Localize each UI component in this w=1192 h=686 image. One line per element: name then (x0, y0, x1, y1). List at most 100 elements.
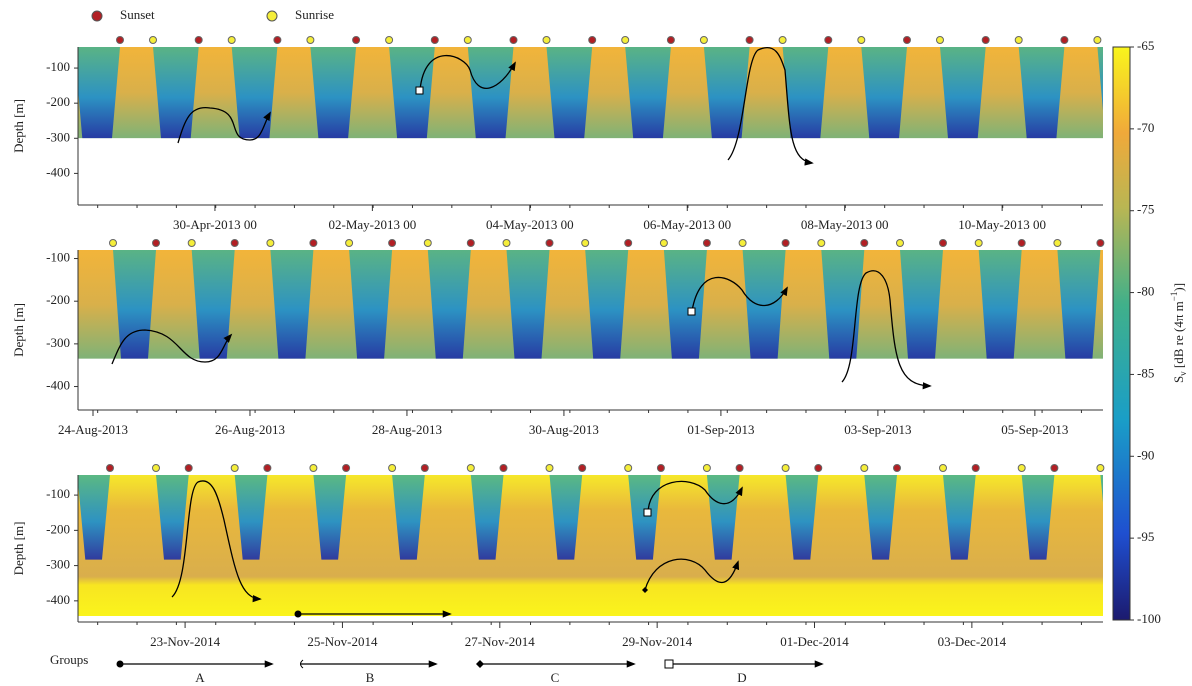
x-tick-label: 28-Aug-2013 (372, 422, 442, 437)
sunset-marker (342, 464, 351, 472)
daytime-layer (156, 475, 189, 560)
sunrise-marker (817, 239, 826, 247)
sunrise-marker (1096, 464, 1105, 472)
daytime-layer (663, 250, 707, 359)
sunset-marker (971, 464, 980, 472)
sunrise-marker (659, 239, 668, 247)
daytime-layer (1097, 47, 1103, 111)
group-label: B (366, 670, 375, 685)
sunrise-marker (738, 239, 747, 247)
sunset-marker (745, 36, 754, 44)
group-marker (300, 659, 304, 669)
daytime-layer (78, 47, 120, 139)
x-tick-label: 08-May-2013 00 (801, 217, 889, 232)
y-tick-label: -200 (46, 521, 70, 536)
trajectory (647, 480, 743, 513)
daytime-layer (706, 475, 740, 560)
colorbar-tick-label: -75 (1137, 202, 1154, 217)
sunrise-marker (699, 36, 708, 44)
sunset-marker (184, 464, 193, 472)
y-axis-label: Depth [m] (11, 303, 26, 357)
daytime-layer (78, 475, 110, 560)
sunrise-marker (974, 239, 983, 247)
sunset-marker (781, 239, 790, 247)
sunrise-marker (152, 464, 160, 472)
legend-label: Sunrise (295, 7, 334, 22)
x-tick-label: 02-May-2013 00 (329, 217, 417, 232)
sunset-marker (545, 239, 554, 247)
groups: Groups A B C D (50, 652, 824, 685)
sunset-marker (263, 464, 272, 472)
sunrise-marker (149, 36, 157, 44)
daytime-layer (861, 47, 907, 139)
trajectory (177, 107, 271, 144)
daytime-layer (153, 47, 199, 139)
sunrise-marker (266, 10, 278, 22)
daytime-layer (1018, 47, 1065, 139)
x-tick-label: 23-Nov-2014 (150, 634, 221, 649)
sunset-marker (666, 36, 675, 44)
echogram (78, 47, 1103, 139)
sunset-marker (814, 464, 823, 472)
panel: -100 -200 -300 -400 30-Apr-2013 00 02-May-201… (11, 36, 1103, 232)
daytime-layer (310, 47, 357, 139)
sunrise-marker (345, 239, 354, 247)
x-tick-label: 30-Aug-2013 (529, 422, 599, 437)
y-tick-label: -100 (46, 250, 70, 265)
x-tick-label: 03-Sep-2013 (844, 422, 911, 437)
sunset-marker (309, 239, 318, 247)
sunset-marker (352, 36, 361, 44)
trajectory (841, 270, 932, 390)
sunset-marker (702, 239, 711, 247)
group-marker (294, 610, 302, 618)
daytime-layer (943, 475, 976, 560)
sunset-marker (388, 239, 397, 247)
daytime-layer (191, 250, 235, 359)
sunrise-marker (545, 464, 554, 472)
daytime-layer (940, 47, 986, 139)
sunrise-marker (542, 36, 551, 44)
x-tick-label: 24-Aug-2013 (58, 422, 128, 437)
sunrise-marker (702, 464, 711, 472)
y-tick-label: -100 (46, 59, 70, 74)
sunrise-marker (266, 239, 275, 247)
colorbar-scale (1112, 46, 1131, 621)
sunrise-marker (466, 464, 475, 472)
daytime-layer (270, 250, 314, 359)
trajectory (644, 558, 740, 591)
sunset-marker (430, 36, 439, 44)
trajectory (727, 46, 814, 166)
sunrise-marker (860, 464, 869, 472)
sunset-marker (509, 36, 518, 44)
legend: Sunset Sunrise (91, 7, 334, 22)
colorbar-tick-label: -90 (1137, 447, 1154, 462)
sunrise-marker (109, 239, 117, 247)
sunset-marker (466, 239, 475, 247)
sunset-marker (106, 464, 114, 472)
panel: -100 -200 -300 -400 23-Nov-2014 25-Nov-2014 27… (11, 464, 1105, 649)
sunrise-marker (306, 36, 315, 44)
y-tick-label: -400 (46, 592, 70, 607)
sunset-marker (1096, 239, 1105, 247)
x-tick-label: 27-Nov-2014 (465, 634, 536, 649)
daytime-layer (585, 250, 629, 359)
y-tick-label: -200 (46, 292, 70, 307)
sunrise-marker (1093, 36, 1102, 44)
x-tick-label: 03-Dec-2014 (938, 634, 1007, 649)
sunrise-marker (778, 36, 787, 44)
colorbar-tick-label: -100 (1137, 611, 1161, 626)
daytime-layer (427, 250, 471, 359)
y-axis-label: Depth [m] (11, 99, 26, 153)
daytime-layer (113, 250, 156, 359)
sunset-marker (860, 239, 869, 247)
daytime-layer (785, 475, 819, 560)
colorbar-tick-label: -80 (1137, 284, 1154, 299)
daytime-layer (900, 250, 943, 359)
y-tick-label: -100 (46, 486, 70, 501)
sunset-marker (194, 36, 203, 44)
daytime-layer (625, 47, 671, 139)
sunset-marker (656, 464, 665, 472)
group-marker (476, 660, 484, 668)
group-marker (643, 508, 652, 517)
colorbar-label: Sv [dB re (4π m−1)] (1169, 283, 1188, 383)
